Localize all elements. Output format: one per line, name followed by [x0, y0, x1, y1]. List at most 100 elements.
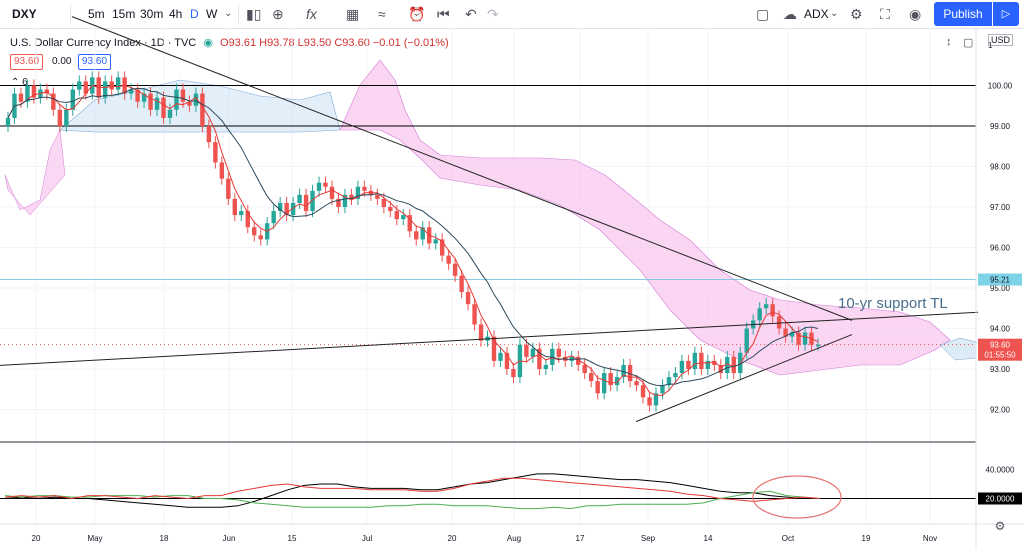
candle-body — [174, 89, 179, 110]
trendlines — [0, 16, 979, 423]
last-price-tag-bg — [978, 338, 1022, 361]
time-tick-label: 15 — [288, 534, 297, 543]
candle-body — [303, 194, 309, 212]
candle-body — [601, 373, 607, 394]
candle-body — [31, 85, 37, 98]
candle-body — [478, 324, 484, 341]
chevron-down-icon[interactable]: ⌄ — [224, 8, 233, 19]
top-toolbar: DXY 5m 15m 30m 4h D W ⌄ ▮▯ ⊕ fx ▦ ≈ ⏰ ⏮ … — [0, 0, 1024, 29]
symbol-search[interactable]: DXY — [12, 7, 37, 21]
bear-cloud — [339, 59, 951, 376]
compare-icon[interactable]: ≈ — [378, 6, 386, 22]
candle-body — [284, 202, 289, 216]
candle-body — [530, 348, 536, 357]
candle-body — [83, 81, 88, 94]
candles-icon[interactable]: ▮▯ — [246, 6, 262, 22]
time-tick-label: Aug — [507, 534, 521, 543]
time-tick-label: 19 — [862, 534, 871, 543]
candle-body — [770, 304, 775, 317]
candle-body — [115, 77, 121, 90]
candle-body — [187, 101, 192, 106]
time-tick-label: Sep — [641, 534, 656, 543]
status-dot-icon: ◉ — [203, 37, 213, 49]
candle-body — [394, 211, 399, 220]
undo-icon[interactable]: ↶ — [465, 6, 477, 22]
time-tick-label: 17 — [576, 534, 585, 543]
price-tick-label: 97.00 — [990, 203, 1011, 212]
candle-body — [362, 186, 367, 191]
candle-body — [239, 211, 244, 216]
candle-body — [167, 109, 173, 118]
redo-icon[interactable]: ↷ — [487, 6, 499, 22]
interval-4h[interactable]: 4h — [169, 7, 183, 21]
add-indicator-icon[interactable]: ⊕ — [272, 6, 284, 22]
candle-body — [621, 364, 626, 378]
candle-body — [666, 377, 672, 386]
price-tick-label: 94.00 — [990, 325, 1011, 334]
templates-icon[interactable]: ▦ — [346, 6, 360, 22]
candle-body — [154, 97, 160, 110]
candle-body — [796, 332, 801, 345]
tenkan-value-badge: 93.60 — [10, 54, 44, 70]
camera-icon[interactable]: ◉ — [909, 6, 922, 22]
candle-body — [64, 109, 69, 126]
tenkan-line — [7, 84, 819, 396]
interval-5m[interactable]: 5m — [88, 7, 105, 21]
candle-body — [103, 81, 108, 98]
play-icon[interactable]: ▷ — [993, 2, 1019, 26]
candle-body — [439, 239, 445, 256]
fullscreen-icon[interactable]: ⛶ — [880, 6, 890, 22]
countdown-label: 01:55:50 — [984, 351, 1016, 360]
interval-30m[interactable]: 30m — [140, 7, 164, 21]
adx-pane — [0, 473, 976, 510]
scale-icon[interactable]: ↕ — [946, 36, 952, 48]
candle-body — [271, 211, 276, 224]
candle-body — [582, 364, 587, 374]
price-tick-label: 100.00 — [988, 82, 1013, 91]
legend-collapse-icon[interactable]: ⌃ 6 — [11, 77, 28, 88]
function-icon[interactable]: fx — [306, 6, 317, 22]
time-tick-label: 20 — [32, 534, 41, 543]
chart-legend: U.S. Dollar Currency Index · 1D · TVC ◉ … — [10, 36, 453, 49]
candle-body — [355, 186, 361, 199]
interval-15m[interactable]: 15m — [112, 7, 136, 21]
candle-body — [258, 235, 263, 240]
candle-body — [18, 93, 24, 102]
candle-body — [634, 381, 639, 386]
annotation-text: 10-yr support TL — [838, 295, 948, 312]
candle-body — [673, 373, 678, 378]
maximize-icon[interactable]: ▢ — [963, 37, 974, 49]
toolbar-divider — [238, 5, 239, 23]
candle-body — [686, 360, 691, 369]
candle-body — [763, 304, 769, 309]
chevron-down-icon[interactable]: ⌄ — [830, 8, 839, 19]
candle-body — [718, 364, 723, 374]
candle-body — [705, 360, 711, 369]
interval-w[interactable]: W — [206, 7, 218, 21]
cloud-icon[interactable]: ☁ — [783, 6, 797, 22]
candle-body — [491, 336, 497, 361]
candle-body — [329, 186, 335, 199]
time-settings-gear-icon[interactable]: ⚙ — [995, 519, 1006, 533]
candle-body — [213, 142, 218, 163]
trendline — [0, 311, 979, 366]
publish-button[interactable]: Publish — [934, 2, 992, 26]
layout-icon[interactable]: ▢ — [756, 6, 770, 22]
candle-body — [452, 263, 458, 276]
indicator-name[interactable]: ADX — [804, 7, 829, 21]
candle-body — [206, 126, 212, 143]
candle-body — [524, 344, 529, 357]
currency-label[interactable]: USD — [988, 34, 1014, 46]
interval-d[interactable]: D — [190, 7, 199, 21]
candle-body — [446, 255, 451, 264]
candle-body — [148, 93, 153, 110]
candle-body — [776, 316, 782, 329]
gear-icon[interactable]: ⚙ — [850, 6, 863, 22]
alert-icon[interactable]: ⏰ — [408, 6, 426, 22]
kijun-line — [7, 87, 819, 387]
candle-body — [401, 215, 406, 220]
candle-body — [757, 308, 762, 321]
replay-icon[interactable]: ⏮ — [437, 6, 450, 22]
candle-body — [135, 89, 140, 102]
